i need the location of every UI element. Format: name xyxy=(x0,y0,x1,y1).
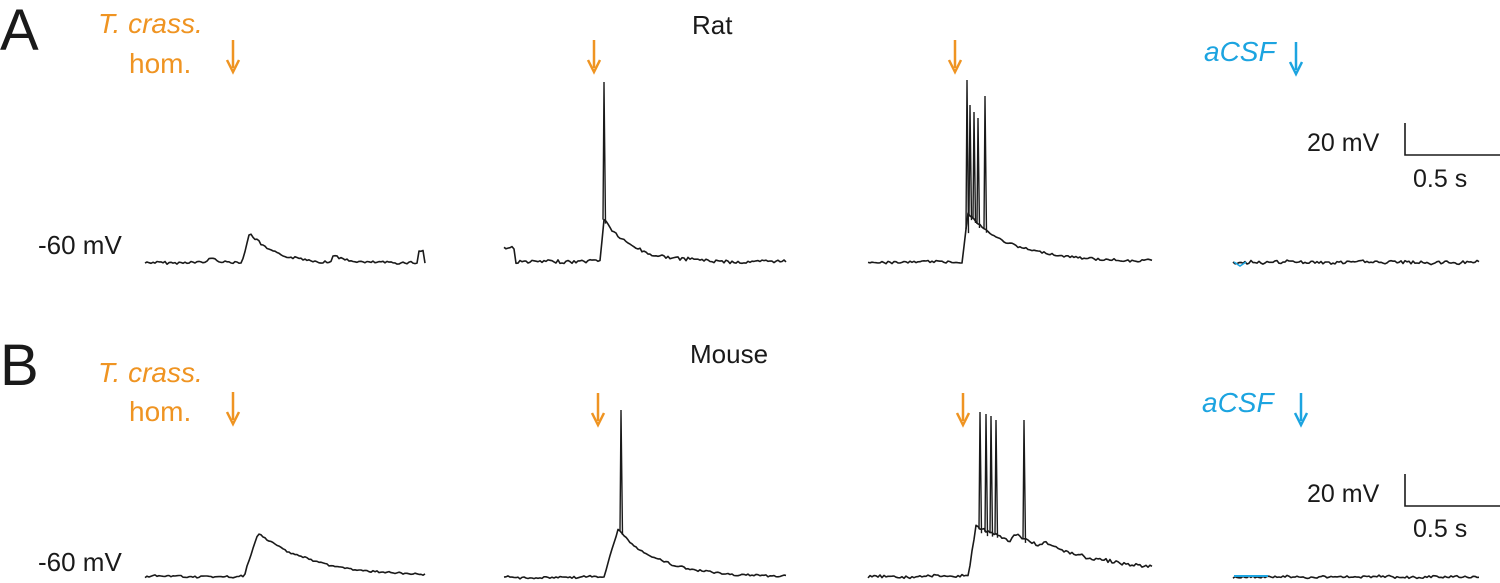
trace-a2 xyxy=(503,218,787,265)
trace-a4 xyxy=(1232,259,1480,266)
spike-a3-5 xyxy=(983,95,988,233)
stimulus-arrow-icon-a1 xyxy=(225,40,241,75)
scale-bar-a xyxy=(1404,123,1500,156)
trace-b3 xyxy=(867,524,1153,580)
homogenate-label-line1-b: T. crass. xyxy=(98,357,203,388)
stimulus-arrow-icon-b3 xyxy=(955,393,971,428)
spike-a2-1 xyxy=(602,81,607,224)
spike-b3-1 xyxy=(978,411,983,534)
trace-a1 xyxy=(144,233,426,265)
homogenate-label-line1-a: T. crass. xyxy=(98,8,203,39)
stimulus-arrow-icon-b2 xyxy=(590,393,606,428)
homogenate-label-line2-a: hom. xyxy=(129,48,192,79)
trace-b4 xyxy=(1232,574,1480,580)
spike-a3-4 xyxy=(976,117,981,228)
spike-b3-4 xyxy=(994,419,999,538)
panel-letter-b: B xyxy=(0,333,39,398)
acsf-artifact-a xyxy=(1233,261,1247,267)
trace-b2 xyxy=(503,528,787,580)
spike-b2-1 xyxy=(619,409,624,536)
baseline-label-a: -60 mV xyxy=(38,230,122,260)
scale-bar-b xyxy=(1404,474,1500,507)
acsf-arrow-icon-a xyxy=(1288,42,1304,77)
scale-bar-voltage-label-b: 20 mV xyxy=(1307,480,1380,508)
scale-bar-time-label-a: 0.5 s xyxy=(1413,165,1468,193)
homogenate-label-line2-b: hom. xyxy=(129,396,192,427)
species-label-rat: Rat xyxy=(692,10,733,40)
baseline-label-b: -60 mV xyxy=(38,547,122,577)
stimulus-arrow-icon-b1 xyxy=(225,392,241,427)
spike-a3-3 xyxy=(972,111,977,224)
spike-a3-2 xyxy=(968,104,973,221)
acsf-label-b: aCSF xyxy=(1202,387,1274,418)
species-label-mouse: Mouse xyxy=(690,339,769,369)
panel-letter-a: A xyxy=(0,0,39,63)
stimulus-arrow-icon-a2 xyxy=(586,40,602,75)
acsf-label-a: aCSF xyxy=(1204,36,1276,67)
scale-bar-time-label-b: 0.5 s xyxy=(1413,515,1468,543)
scale-bar-voltage-label-a: 20 mV xyxy=(1307,129,1380,157)
spike-b3-2 xyxy=(984,413,989,537)
spike-b3-5 xyxy=(1022,419,1027,543)
spike-a3-1 xyxy=(965,79,970,234)
spike-b3-3 xyxy=(989,415,994,537)
trace-a3 xyxy=(867,212,1153,265)
acsf-arrow-icon-b xyxy=(1293,393,1309,428)
trace-b1 xyxy=(144,533,426,579)
stimulus-arrow-icon-a3 xyxy=(947,40,963,75)
